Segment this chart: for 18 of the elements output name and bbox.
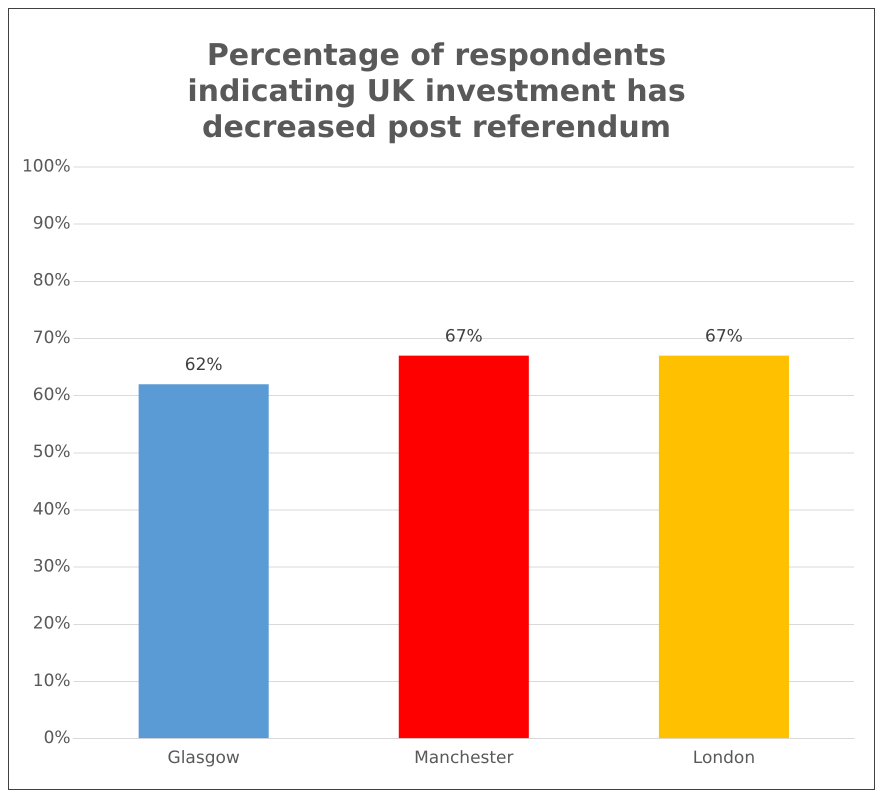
y-tick-label: 60% (32, 385, 71, 406)
y-tick-label: 80% (32, 270, 71, 291)
data-label: 67% (705, 326, 743, 347)
y-tick-label: 10% (32, 670, 71, 691)
x-tick-label: Manchester (414, 748, 514, 768)
y-tick-label: 30% (32, 556, 71, 577)
y-tick-label: 70% (32, 328, 71, 348)
chart-title: Percentage of respondents indicating UK investment has decreased post referendum (187, 38, 686, 145)
x-tick-label: Glasgow (168, 748, 240, 768)
x-tick-label: London (692, 748, 756, 768)
data-label: 62% (184, 355, 223, 376)
y-tick-label: 100% (22, 156, 71, 176)
y-tick-label: 50% (32, 442, 71, 462)
y-tick-label: 20% (32, 614, 71, 634)
y-tick-label: 90% (32, 214, 71, 234)
y-tick-label: 0% (44, 728, 71, 748)
y-tick-label: 40% (32, 499, 71, 520)
data-label: 67% (444, 326, 483, 347)
